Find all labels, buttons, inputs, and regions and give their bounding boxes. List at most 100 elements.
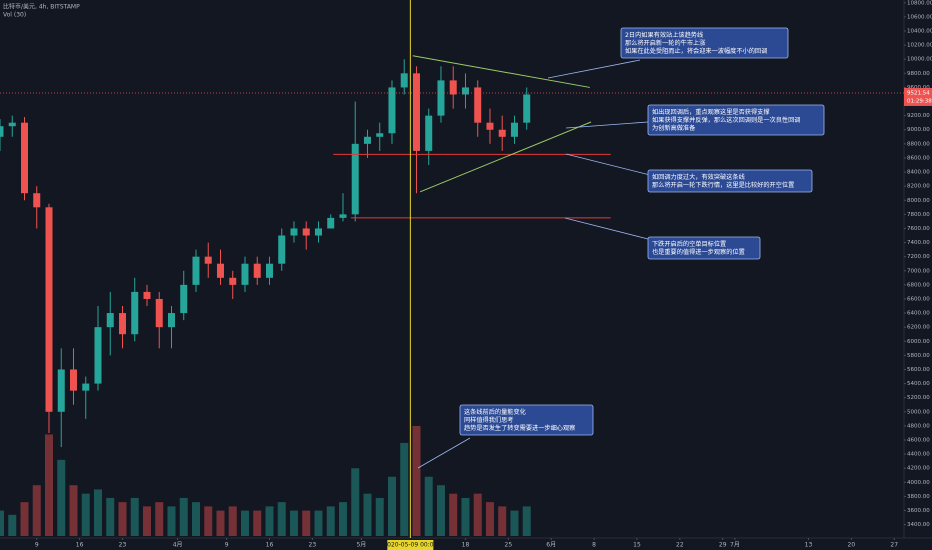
candle-body bbox=[167, 313, 175, 328]
callout-box bbox=[459, 404, 594, 436]
volume-bar bbox=[277, 502, 286, 536]
x-tick-label: 16 bbox=[266, 542, 274, 549]
callout-text: 这条线前后的量能变化 bbox=[464, 408, 526, 416]
candle-body bbox=[461, 87, 469, 95]
volume-bar bbox=[130, 497, 139, 536]
y-tick-label: 4800.00 bbox=[907, 423, 930, 429]
callout: 2日内如果有效站上该趋势线那么将开启新一轮的牛市上涨如果在此处受阻而止，将会迎来… bbox=[547, 27, 789, 79]
x-tick-label: 15 bbox=[633, 542, 641, 549]
callout-pointer bbox=[565, 153, 651, 176]
volume-bar bbox=[412, 426, 421, 536]
y-tick-label: 8800.00 bbox=[907, 141, 930, 147]
y-tick-label: 10800.00 bbox=[907, 0, 932, 6]
y-tick-label: 10400.00 bbox=[907, 29, 932, 35]
y-tick-label: 8000.00 bbox=[907, 198, 930, 204]
y-tick-label: 7600.00 bbox=[907, 226, 930, 232]
volume-bar bbox=[522, 506, 531, 536]
trend-line bbox=[419, 121, 592, 193]
crosshair-label: 2020-05-09 00:00 bbox=[383, 542, 437, 549]
x-tick-label: 27 bbox=[890, 542, 898, 549]
candle-body bbox=[180, 284, 188, 314]
x-tick-label: 9 bbox=[225, 542, 229, 549]
volume-bar bbox=[57, 459, 66, 536]
trend-line bbox=[412, 55, 590, 88]
volume-bar bbox=[485, 502, 494, 536]
y-tick-label: 5800.00 bbox=[907, 353, 930, 359]
candle-body bbox=[0, 126, 4, 137]
y-tick-label: 8200.00 bbox=[907, 184, 930, 190]
last-price-tag bbox=[904, 87, 932, 106]
y-tick-label: 7000.00 bbox=[907, 268, 930, 274]
crosshair-label-bg bbox=[387, 540, 434, 550]
volume-bar bbox=[436, 485, 445, 536]
volume-bar bbox=[400, 442, 409, 536]
candle-body bbox=[290, 228, 298, 236]
x-tick-label: 8 bbox=[592, 542, 596, 549]
y-tick-label: 6200.00 bbox=[907, 325, 930, 331]
callout-text: 如出现回调后，重点观察这里是否获得支撑 bbox=[652, 108, 770, 116]
volume-bar bbox=[240, 510, 249, 536]
candle-body bbox=[229, 277, 237, 285]
callout-text: 那么将开启一轮下跌行情，这里是比较好的开空位置 bbox=[652, 181, 794, 189]
candle-body bbox=[118, 313, 126, 335]
candle-body bbox=[449, 80, 457, 95]
callout-box bbox=[647, 169, 813, 193]
volume-bar bbox=[93, 489, 102, 536]
x-tick-label: 22 bbox=[676, 542, 684, 549]
callout-text: 也是重要的值得进一步观察的位置 bbox=[652, 248, 745, 256]
y-tick-label: 7200.00 bbox=[907, 254, 930, 260]
candle-body bbox=[155, 298, 163, 328]
volume-bar bbox=[498, 506, 507, 536]
callout-text: 下跌开启后的空单目标位置 bbox=[652, 240, 726, 248]
volume-bar bbox=[167, 506, 176, 536]
y-tick-label: 5200.00 bbox=[907, 395, 930, 401]
callout-box bbox=[647, 104, 825, 136]
candle-body bbox=[302, 228, 310, 236]
x-tick-label: 9 bbox=[35, 542, 39, 549]
y-tick-label: 5000.00 bbox=[907, 409, 930, 415]
candle-body bbox=[253, 263, 261, 278]
volume-bar bbox=[326, 506, 335, 536]
x-tick-label: 29 bbox=[719, 542, 727, 549]
y-tick-label: 10600.00 bbox=[907, 14, 932, 20]
y-tick-label: 9800.00 bbox=[907, 71, 930, 77]
x-tick-label: 20 bbox=[848, 542, 856, 549]
y-tick-label: 3800.00 bbox=[907, 494, 930, 500]
x-tick-label: 7月 bbox=[730, 542, 740, 549]
y-tick-label: 6600.00 bbox=[907, 296, 930, 302]
callout-box bbox=[620, 27, 789, 59]
candle-body bbox=[94, 327, 102, 384]
chart-title: 比特币/美元, 4h, BITSTAMP bbox=[3, 3, 80, 11]
countdown-label: 01:29:38 bbox=[907, 98, 932, 104]
volume-bar bbox=[289, 510, 298, 536]
volume-bar bbox=[191, 502, 200, 536]
volume-bar bbox=[44, 434, 53, 536]
volume-bar bbox=[424, 476, 433, 536]
callout-text: 趋势是否发生了转变需要进一步细心观察 bbox=[464, 424, 575, 432]
volume-bar bbox=[69, 485, 78, 536]
y-tick-label: 7400.00 bbox=[907, 240, 930, 246]
candle-body bbox=[412, 73, 420, 151]
callout-pointer bbox=[564, 217, 653, 241]
candle-body bbox=[216, 263, 224, 278]
candle-body bbox=[351, 143, 359, 215]
y-tick-label: 10000.00 bbox=[907, 57, 932, 63]
candle-body bbox=[486, 122, 494, 130]
y-tick-label: 4400.00 bbox=[907, 452, 930, 458]
callout-pointer bbox=[547, 59, 641, 79]
y-tick-label: 4000.00 bbox=[907, 480, 930, 486]
volume-bar bbox=[8, 514, 17, 536]
candle-body bbox=[143, 291, 151, 299]
candle-body bbox=[425, 115, 433, 151]
y-tick-label: 3600.00 bbox=[907, 508, 930, 514]
y-tick-label: 8400.00 bbox=[907, 170, 930, 176]
volume-bar bbox=[461, 497, 470, 536]
x-tick-label: 25 bbox=[505, 542, 513, 549]
callout-text: 如回调力度过大，有效突破这条线 bbox=[652, 173, 745, 181]
volume-bar bbox=[142, 506, 151, 536]
volume-bar bbox=[228, 506, 237, 536]
candle-body bbox=[327, 217, 335, 229]
candle-body bbox=[33, 193, 41, 208]
